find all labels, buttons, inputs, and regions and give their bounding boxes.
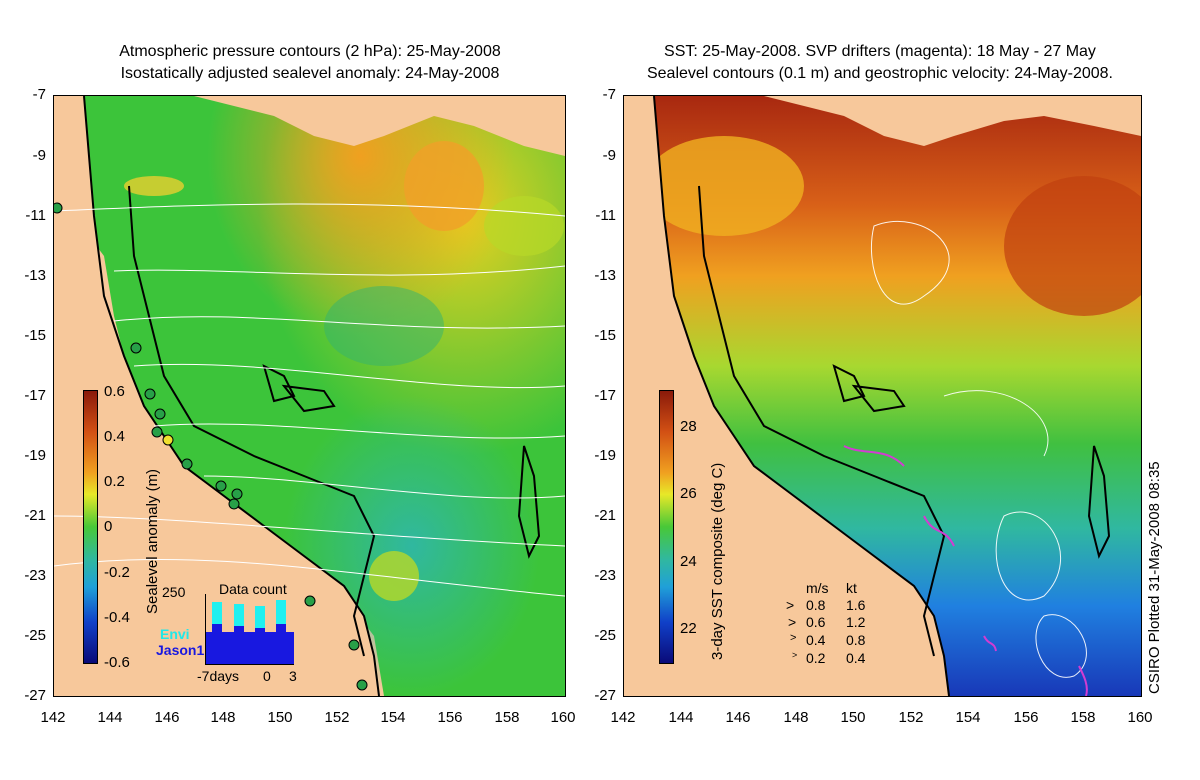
ssla-cb-tick: -0.6: [104, 654, 130, 671]
histogram-ymax: 250: [162, 584, 186, 600]
right-title-line1: SST: 25-May-2008. SVP drifters (magenta)…: [664, 43, 1096, 60]
ssla-colorbar-label: Sealevel anomaly (m): [144, 468, 161, 614]
velocity-arrow-icon: >: [788, 614, 797, 630]
x-tick: 158: [1070, 709, 1096, 726]
y-tick: -15: [594, 327, 616, 344]
sst-cb-tick: 28: [680, 418, 697, 435]
y-tick: -17: [594, 387, 616, 404]
velocity-legend-kt: 0.8: [846, 632, 866, 648]
x-tick: 150: [267, 709, 293, 726]
x-tick: 144: [97, 709, 123, 726]
velocity-arrow-icon: >: [790, 632, 797, 644]
velocity-arrow-icon: >: [786, 597, 795, 613]
sst-colorbar: [659, 390, 674, 664]
histogram-series-envi: Envi: [160, 626, 190, 642]
x-tick: 152: [898, 709, 924, 726]
x-tick: 154: [380, 709, 406, 726]
ssla-map: [53, 95, 566, 697]
sst-map-graphic: [624, 96, 1141, 696]
x-tick: 160: [550, 709, 576, 726]
sst-cb-tick: 22: [680, 620, 697, 637]
y-tick: -7: [32, 86, 46, 103]
velocity-legend-kt: 1.6: [846, 597, 866, 613]
y-tick: -17: [24, 387, 46, 404]
y-tick: -27: [24, 687, 46, 704]
y-tick: -25: [24, 627, 46, 644]
x-tick: 146: [154, 709, 180, 726]
ssla-cb-tick: -0.2: [104, 564, 130, 581]
x-tick: 156: [1013, 709, 1039, 726]
y-tick: -11: [25, 207, 46, 224]
y-tick: -9: [602, 147, 616, 164]
x-tick: 150: [840, 709, 866, 726]
velocity-legend-ms: 0.2: [806, 650, 826, 666]
x-tick: 152: [324, 709, 350, 726]
x-tick: 148: [210, 709, 236, 726]
x-tick: 160: [1127, 709, 1153, 726]
y-tick: -21: [24, 507, 46, 524]
histogram-title: Data count: [219, 581, 287, 597]
histogram-bars: [206, 600, 294, 664]
histogram-x-right: 3: [289, 668, 297, 684]
x-tick: 148: [783, 709, 809, 726]
x-tick: 142: [40, 709, 66, 726]
y-tick: -27: [594, 687, 616, 704]
left-title-line1: Atmospheric pressure contours (2 hPa): 2…: [119, 43, 501, 60]
x-tick: 144: [668, 709, 694, 726]
velocity-legend-ms: 0.8: [806, 597, 826, 613]
left-title-line2: Isostatically adjusted sealevel anomaly:…: [120, 65, 500, 82]
y-tick: -15: [24, 327, 46, 344]
velocity-legend-header-kt: kt: [846, 580, 857, 596]
ssla-map-graphic: [54, 96, 565, 696]
x-tick: 154: [955, 709, 981, 726]
ssla-cb-tick: -0.4: [104, 609, 130, 626]
sst-colorbar-label: 3-day SST composite (deg C): [709, 462, 726, 660]
y-tick: -9: [32, 147, 46, 164]
y-tick: -23: [594, 567, 616, 584]
velocity-legend-ms: 0.6: [806, 614, 826, 630]
ssla-cb-tick: 0.2: [104, 473, 125, 490]
y-tick: -13: [594, 267, 616, 284]
y-tick: -13: [24, 267, 46, 284]
right-title-line2: Sealevel contours (0.1 m) and geostrophi…: [646, 65, 1113, 82]
histogram-x-left: -7days: [197, 668, 240, 684]
sst-map: [623, 95, 1142, 697]
histogram-x-mid: 0: [263, 668, 271, 684]
velocity-arrow-icon: >: [792, 650, 798, 660]
ssla-colorbar: [83, 390, 98, 664]
x-tick: 156: [437, 709, 463, 726]
data-count-histogram: [205, 594, 294, 665]
x-tick: 158: [494, 709, 520, 726]
y-tick: -19: [24, 447, 46, 464]
histogram-series-jason1: Jason1: [156, 642, 205, 658]
y-tick: -23: [24, 567, 46, 584]
sst-cb-tick: 26: [680, 485, 697, 502]
velocity-legend-header-ms: m/s: [806, 580, 829, 596]
ssla-cb-tick: 0.6: [104, 383, 125, 400]
x-tick: 142: [610, 709, 636, 726]
y-tick: -25: [594, 627, 616, 644]
velocity-legend-kt: 1.2: [846, 614, 866, 630]
velocity-legend-ms: 0.4: [806, 632, 826, 648]
y-tick: -19: [594, 447, 616, 464]
x-tick: 146: [725, 709, 751, 726]
ssla-cb-tick: 0.4: [104, 428, 125, 445]
y-tick: -11: [595, 207, 616, 224]
y-tick: -21: [594, 507, 616, 524]
plot-credit: CSIRO Plotted 31-May-2008 08:35: [1146, 461, 1163, 694]
y-tick: -7: [602, 86, 616, 103]
sst-cb-tick: 24: [680, 553, 697, 570]
ssla-cb-tick: 0: [104, 518, 113, 535]
velocity-legend-kt: 0.4: [846, 650, 866, 666]
